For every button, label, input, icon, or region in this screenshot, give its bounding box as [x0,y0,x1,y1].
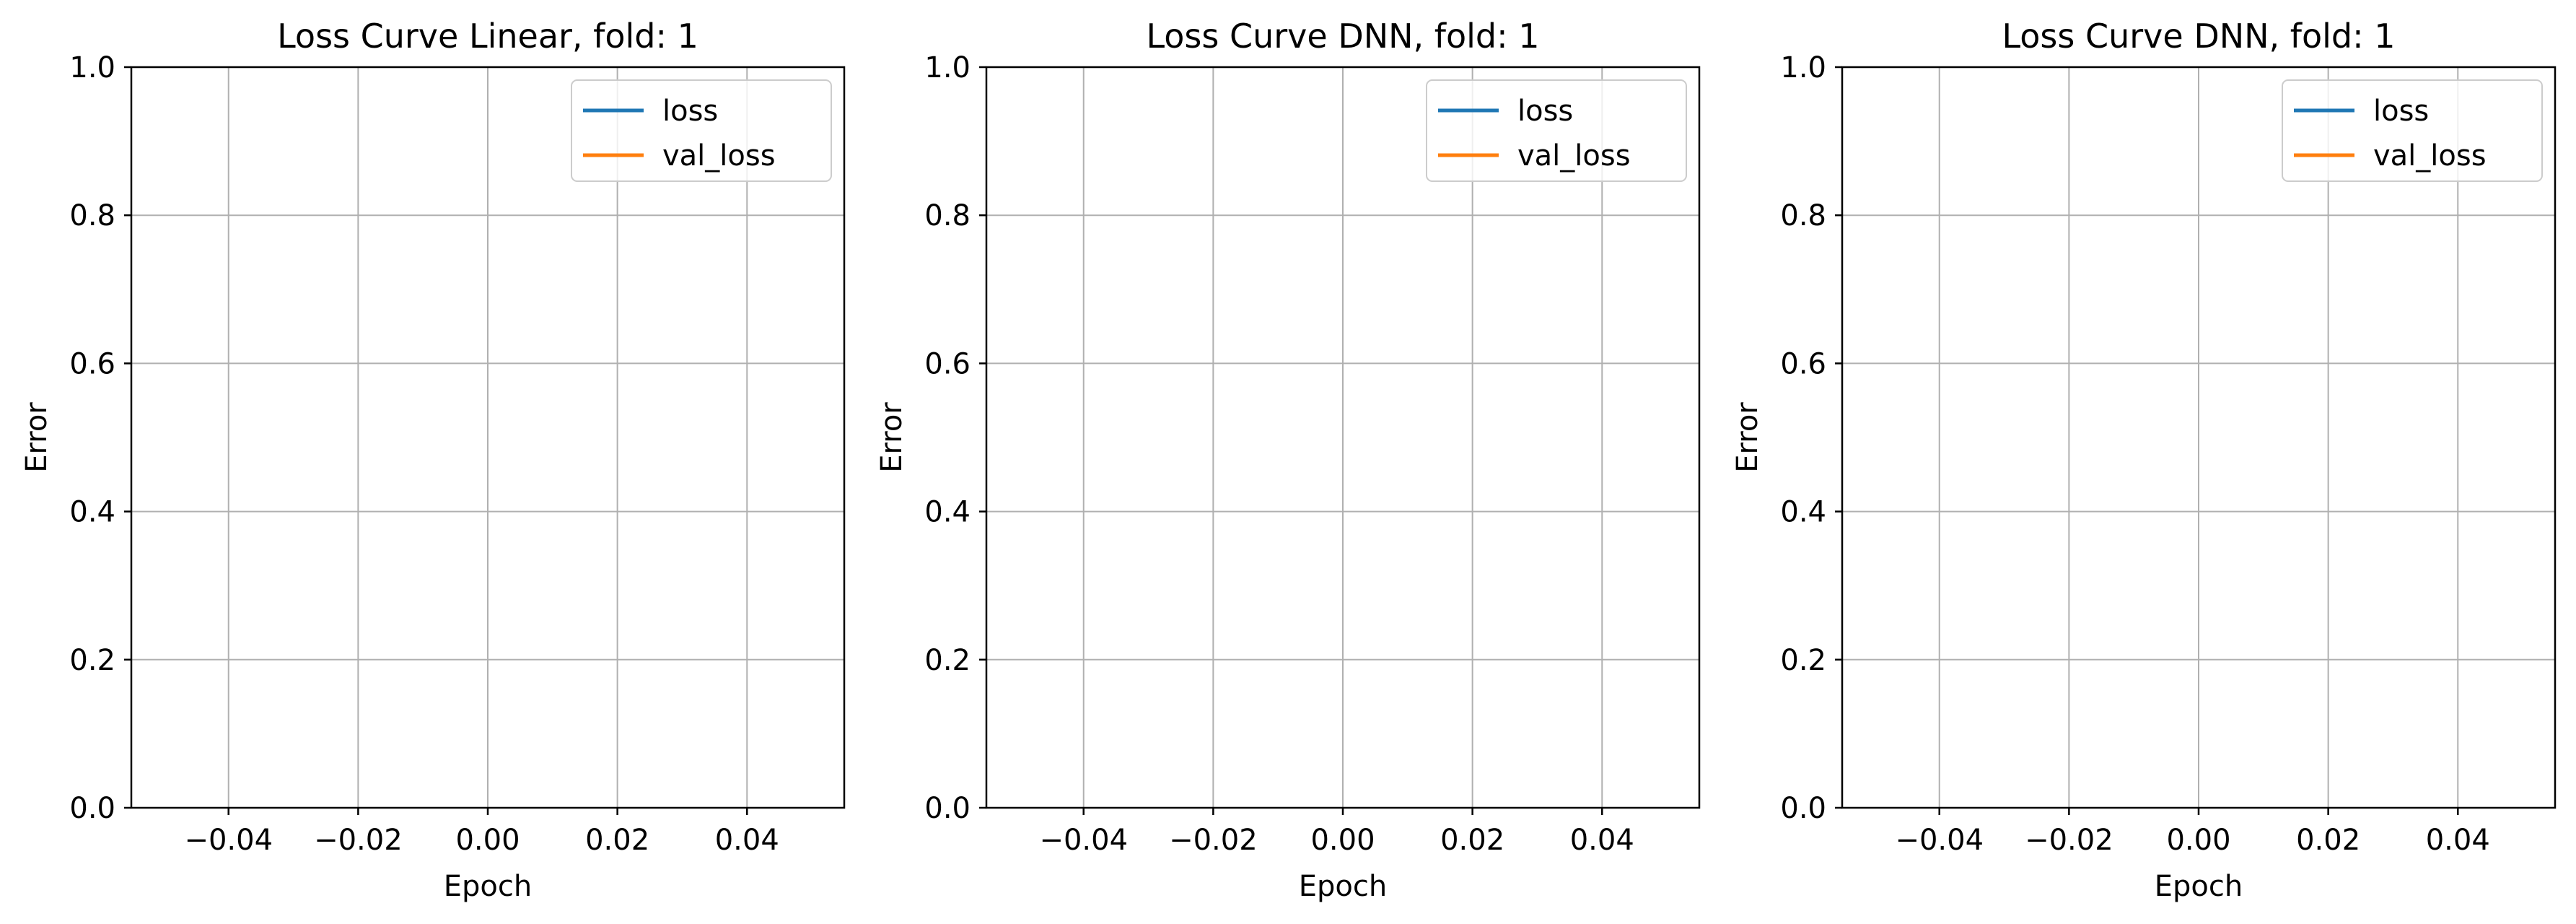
y-tick-label: 0.0 [69,792,115,825]
y-tick-label: 0.6 [69,347,115,380]
y-tick-label: 0.8 [924,199,971,232]
chart-title: Loss Curve Linear, fold: 1 [277,17,698,56]
x-tick-label: −0.02 [2025,824,2113,857]
legend-label-val_loss: val_loss [1517,139,1631,173]
x-tick-label: −0.02 [1169,824,1258,857]
x-tick-label: 0.02 [2296,824,2360,857]
subplot-3: −0.04 −0.02 0.00 0.02 0.04 0.0 0.2 0.4 0.6 0.8 1.0… [1731,17,2557,903]
legend-label-loss: loss [2373,95,2429,128]
y-tick-label: 0.2 [69,644,115,677]
legend: loss val_loss [2282,79,2543,182]
x-tick-label: 0.04 [1570,824,1634,857]
y-tick-label: 1.0 [69,51,115,84]
subplot-2: −0.04 −0.02 0.00 0.02 0.04 0.0 0.2 0.4 0.6 0.8 1.0… [875,17,1701,903]
chart-title: Loss Curve DNN, fold: 1 [2002,17,2395,56]
y-tick-label: 0.6 [1780,347,1826,380]
y-tick-label: 1.0 [1780,51,1826,84]
x-tick-label: 0.00 [2166,824,2230,857]
y-tick-label: 0.0 [1780,792,1826,825]
x-tick-label: 0.00 [1310,824,1375,857]
x-axis-label: Epoch [1299,870,1387,903]
y-tick-label: 0.4 [69,496,115,529]
x-tick-label: −0.04 [1895,824,1984,857]
y-tick-label: 0.8 [1780,199,1826,232]
y-axis-label: Error [1731,402,1764,473]
x-tick-label: −0.04 [184,824,273,857]
y-tick-label: 0.6 [924,347,971,380]
chart-title: Loss Curve DNN, fold: 1 [1146,17,1539,56]
legend: loss val_loss [571,79,832,182]
y-tick-label: 0.2 [1780,644,1826,677]
legend-label-loss: loss [662,95,718,128]
x-tick-label: 0.02 [585,824,649,857]
y-tick-label: 0.8 [69,199,115,232]
legend: loss val_loss [1426,79,1687,182]
y-tick-label: 0.0 [924,792,971,825]
x-tick-label: 0.02 [1440,824,1504,857]
legend-label-val_loss: val_loss [662,139,776,173]
y-tick-label: 0.4 [924,496,971,529]
x-tick-label: 0.04 [2426,824,2490,857]
x-axis-label: Epoch [444,870,532,903]
x-tick-label: 0.04 [715,824,779,857]
legend-label-loss: loss [1517,95,1573,128]
x-tick-label: −0.04 [1039,824,1128,857]
y-tick-label: 1.0 [924,51,971,84]
subplot-1: −0.04 −0.02 0.00 0.02 0.04 0.0 0.2 0.4 0.6 0.8 1.0… [20,17,846,903]
x-tick-label: 0.00 [455,824,520,857]
y-tick-label: 0.4 [1780,496,1826,529]
x-axis-label: Epoch [2155,870,2243,903]
y-axis-label: Error [20,402,53,473]
y-axis-label: Error [875,402,908,473]
x-tick-label: −0.02 [314,824,403,857]
y-tick-label: 0.2 [924,644,971,677]
legend-label-val_loss: val_loss [2373,139,2487,173]
